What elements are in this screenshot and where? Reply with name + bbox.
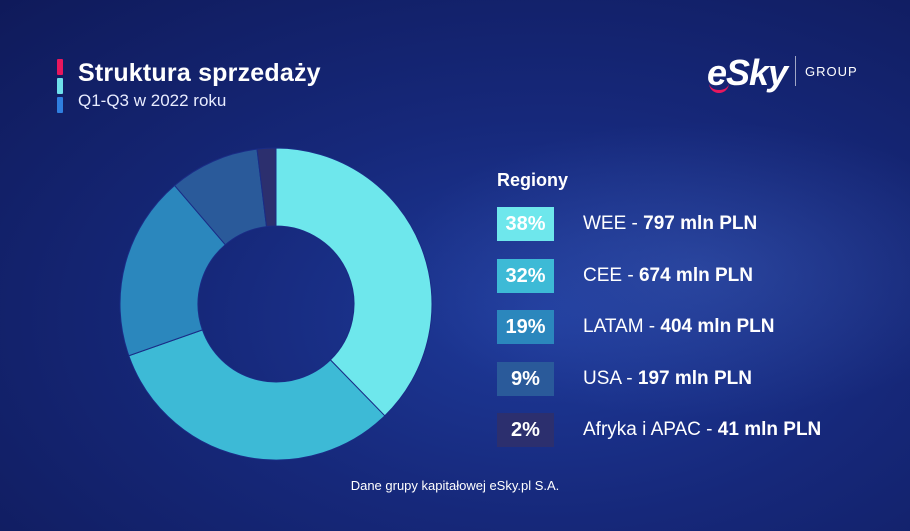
chart-title: Struktura sprzedaży [78, 59, 321, 87]
legend-label: LATAM - 404 mln PLN [583, 316, 774, 338]
legend-label: CEE - 674 mln PLN [583, 265, 753, 287]
logo-suffix: GROUP [805, 64, 858, 79]
logo-separator [795, 56, 796, 86]
legend-value: 41 mln PLN [717, 419, 822, 440]
legend-percent-badge: 32% [497, 258, 554, 293]
title-accent-bars [57, 59, 63, 115]
legend-label: USA - 197 mln PLN [583, 368, 752, 390]
legend-label: WEE - 797 mln PLN [583, 213, 757, 235]
legend-category: LATAM - [583, 316, 661, 337]
donut-slice-latam [119, 184, 226, 357]
legend-title: Regiony [497, 170, 569, 190]
accent-bar-blue [57, 97, 63, 113]
donut-slice-wee [275, 147, 433, 417]
chart-subtitle: Q1-Q3 w 2022 roku [78, 91, 227, 110]
legend-category: WEE - [583, 213, 644, 234]
legend-category: USA - [583, 367, 638, 389]
legend-value: 797 mln PLN [643, 213, 758, 234]
accent-bar-cyan [57, 78, 63, 94]
legend-label: Afryka i APAC - 41 mln PLN [583, 419, 821, 441]
logo-swoosh-icon [709, 80, 729, 93]
legend-percent-badge: 19% [497, 310, 554, 344]
background-glow [390, 120, 910, 420]
legend-category: CEE - [583, 264, 639, 286]
donut-slice-cee [128, 329, 386, 461]
legend-value: 197 mln PLN [637, 367, 752, 389]
legend-category: Afryka i APAC - [583, 419, 718, 440]
accent-bar-pink [57, 59, 63, 75]
footer-note: Dane grupy kapitałowej eSky.pl S.A. [350, 478, 560, 493]
legend-percent-badge: 38% [497, 207, 554, 241]
donut-slice-afryka-i-apac [256, 147, 277, 228]
legend-percent-badge: 2% [497, 413, 554, 447]
legend-percent-badge: 9% [497, 361, 554, 396]
legend-value: 674 mln PLN [638, 264, 753, 286]
legend-value: 404 mln PLN [660, 316, 775, 337]
